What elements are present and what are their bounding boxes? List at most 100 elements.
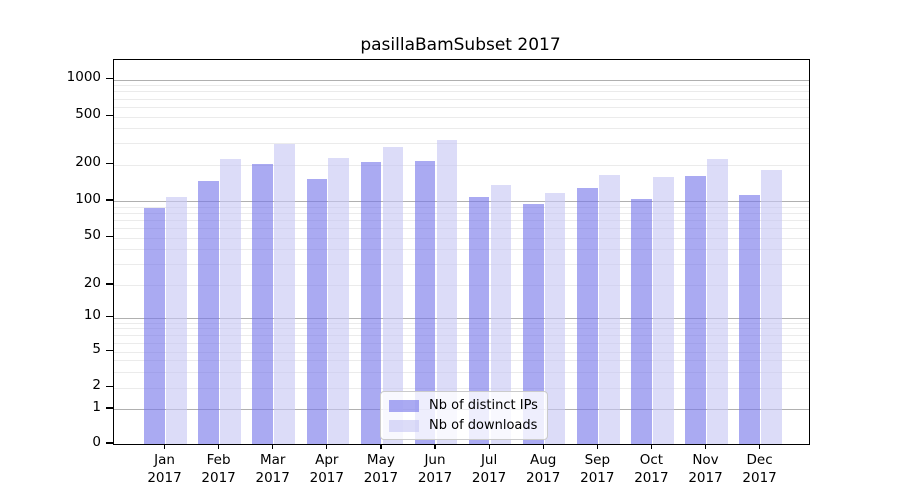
x-tick-year: 2017 bbox=[688, 469, 723, 486]
bar-may-distinct-ips bbox=[360, 161, 382, 444]
gridline-major bbox=[114, 79, 809, 81]
x-tick-month: Nov bbox=[692, 452, 719, 468]
legend-label-downloads: Nb of downloads bbox=[429, 418, 538, 433]
x-tick-month: Jul bbox=[480, 452, 498, 468]
gridline-minor bbox=[114, 263, 809, 265]
gridline-minor bbox=[114, 106, 809, 108]
x-tick-label: Nov 2017 bbox=[674, 452, 738, 487]
x-tick-label: Oct 2017 bbox=[619, 452, 683, 487]
y-tick-mark bbox=[106, 442, 113, 444]
gridline-major bbox=[114, 201, 809, 202]
x-tick-month: Sep bbox=[584, 452, 611, 468]
legend-swatch-distinct-ips bbox=[389, 399, 419, 412]
y-tick-mark bbox=[106, 407, 113, 409]
bar-feb-distinct-ips bbox=[198, 181, 219, 444]
bar-feb-downloads bbox=[220, 159, 241, 444]
bar-jan-downloads bbox=[166, 196, 187, 444]
gridline-minor bbox=[114, 143, 809, 145]
x-tick-mark bbox=[163, 444, 166, 449]
x-tick-label: Jun 2017 bbox=[403, 452, 467, 487]
gridline-minor bbox=[114, 206, 809, 208]
x-tick-label: Sep 2017 bbox=[565, 452, 629, 487]
bar-jul-downloads bbox=[490, 185, 512, 444]
gridline-minor bbox=[114, 98, 809, 100]
x-tick-year: 2017 bbox=[363, 469, 399, 486]
bar-apr-downloads bbox=[328, 157, 350, 444]
gridline-minor bbox=[114, 249, 809, 251]
legend: Nb of distinct IPs Nb of downloads bbox=[380, 391, 548, 440]
gridline-minor bbox=[114, 85, 809, 87]
x-tick-year: 2017 bbox=[147, 469, 182, 486]
gridline-minor bbox=[114, 387, 809, 389]
x-tick-month: Dec bbox=[746, 452, 773, 468]
bar-jul-distinct-ips bbox=[468, 196, 490, 444]
x-tick-mark bbox=[326, 444, 328, 449]
x-tick-year: 2017 bbox=[309, 469, 344, 486]
gridline-minor bbox=[114, 212, 809, 214]
x-tick-label: Dec 2017 bbox=[728, 452, 792, 487]
x-tick-mark bbox=[272, 444, 274, 449]
legend-item-distinct-ips: Nb of distinct IPs bbox=[389, 398, 539, 413]
x-tick-year: 2017 bbox=[471, 469, 507, 486]
gridline-minor bbox=[114, 164, 809, 166]
gridline-minor bbox=[114, 237, 809, 239]
x-tick-label: Aug 2017 bbox=[511, 452, 575, 487]
x-tick-mark bbox=[434, 444, 436, 449]
y-tick-label: 10 bbox=[83, 307, 101, 323]
gridline-minor bbox=[114, 219, 809, 221]
x-tick-mark bbox=[759, 444, 761, 449]
x-tick-year: 2017 bbox=[201, 469, 236, 486]
y-tick-label: 20 bbox=[83, 274, 101, 291]
x-tick-label: Apr 2017 bbox=[295, 452, 359, 487]
x-tick-label: Mar 2017 bbox=[241, 452, 305, 487]
bar-nov-downloads bbox=[707, 159, 728, 444]
bar-mar-downloads bbox=[274, 144, 295, 444]
x-tick-month: Aug bbox=[530, 452, 557, 468]
x-tick-year: 2017 bbox=[634, 469, 669, 486]
y-tick-label: 500 bbox=[75, 106, 101, 122]
gridline-minor bbox=[114, 328, 809, 330]
y-tick-mark bbox=[106, 315, 113, 318]
y-tick-mark bbox=[106, 77, 113, 80]
gridline-minor bbox=[114, 91, 809, 93]
x-tick-label: Jan 2017 bbox=[133, 452, 197, 487]
bar-jan-distinct-ips bbox=[144, 207, 165, 444]
y-tick-label: 50 bbox=[83, 227, 101, 243]
x-tick-month: Jun bbox=[424, 452, 446, 468]
x-tick-month: May bbox=[366, 452, 395, 468]
x-tick-year: 2017 bbox=[526, 469, 561, 486]
x-tick-month: Apr bbox=[315, 452, 339, 468]
x-tick-mark bbox=[596, 444, 598, 449]
gridline-minor bbox=[114, 128, 809, 130]
bar-oct-downloads bbox=[653, 176, 674, 444]
x-tick-month: Feb bbox=[206, 452, 231, 468]
gridline-minor bbox=[114, 116, 809, 118]
bar-dec-distinct-ips bbox=[739, 195, 760, 444]
y-tick-label: 200 bbox=[75, 154, 101, 170]
legend-swatch-downloads bbox=[389, 419, 419, 432]
y-tick-label: 0 bbox=[92, 433, 101, 450]
gridline-minor bbox=[114, 285, 809, 286]
y-tick-label: 1 bbox=[92, 398, 101, 415]
x-tick-mark bbox=[542, 444, 544, 449]
x-tick-mark bbox=[218, 444, 220, 449]
gridline-minor bbox=[114, 334, 809, 336]
bar-aug-distinct-ips bbox=[522, 203, 544, 444]
bar-apr-distinct-ips bbox=[306, 178, 328, 444]
gridline-minor bbox=[114, 371, 809, 373]
plot-area: Nb of distinct IPs Nb of downloads bbox=[113, 59, 810, 445]
x-tick-year: 2017 bbox=[742, 469, 777, 486]
x-tick-mark bbox=[650, 444, 653, 449]
x-tick-year: 2017 bbox=[417, 469, 453, 486]
bar-jun-downloads bbox=[436, 140, 458, 444]
x-tick-label: Feb 2017 bbox=[187, 452, 251, 487]
x-tick-mark bbox=[380, 444, 382, 449]
gridline-minor bbox=[114, 227, 809, 229]
x-tick-month: Oct bbox=[639, 452, 664, 468]
bar-aug-downloads bbox=[544, 192, 566, 444]
y-tick-mark bbox=[106, 199, 113, 201]
bar-oct-distinct-ips bbox=[631, 199, 652, 444]
x-tick-label: May 2017 bbox=[349, 452, 413, 487]
bar-dec-downloads bbox=[761, 170, 782, 444]
